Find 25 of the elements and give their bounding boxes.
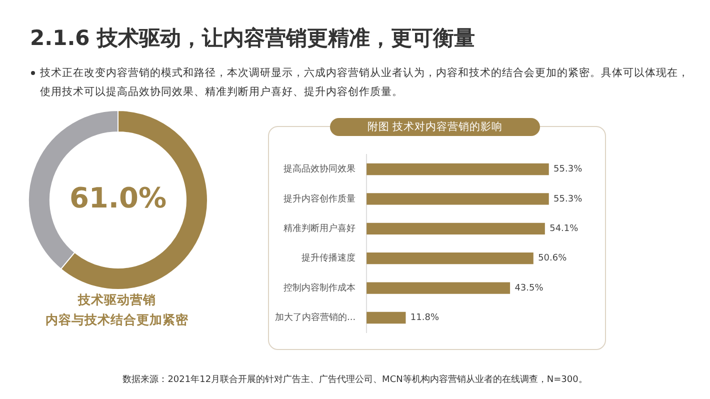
source-note: 数据来源：2021年12月联合开展的针对广告主、广告代理公司、MCN等机构内容营销从业者的在线调查，N=300。 xyxy=(122,374,588,386)
bar xyxy=(366,163,549,176)
data-label: 43.5% xyxy=(514,283,544,294)
data-label: 54.1% xyxy=(550,224,579,234)
bar xyxy=(366,282,510,294)
y-tick-label: 加大了内容营销的... xyxy=(274,312,356,324)
data-label: 11.8% xyxy=(410,313,440,324)
data-label: 61.0% xyxy=(69,181,167,214)
chart-title: 附图 技术对内容营销的影响 xyxy=(330,118,540,136)
bar xyxy=(366,312,406,324)
y-tick-label: 提高品效协同效果 xyxy=(284,164,356,175)
y-tick-label: 精准判断用户喜好 xyxy=(284,222,356,234)
y-tick-label: 提升内容创作质量 xyxy=(284,193,356,204)
bar xyxy=(366,222,545,234)
text: 技术驱动营销 xyxy=(76,291,157,309)
text: 技术正在改变内容营销的模式和路径，本次调研显示，六成内容营销从业者认为，内容和技术的结合会更加的紧密。具体可以体现在，使用技术可以提高品效协同效果、精准判断用户喜好、提升内容创作质量。 xyxy=(40,66,690,100)
data-label: 55.3% xyxy=(554,164,583,175)
data-label: 55.3% xyxy=(554,194,583,204)
y-tick-label: 提升传播速度 xyxy=(302,252,356,264)
text: 内容与技术结合更加紧密 xyxy=(44,311,190,329)
y-tick-label: 控制内容制作成本 xyxy=(284,282,356,294)
bar xyxy=(366,193,549,205)
data-label: 50.6% xyxy=(538,254,568,264)
bar xyxy=(366,252,534,264)
text: 2.1.6 技术驱动，让内容营销更精准，更可衡量 xyxy=(30,25,476,52)
